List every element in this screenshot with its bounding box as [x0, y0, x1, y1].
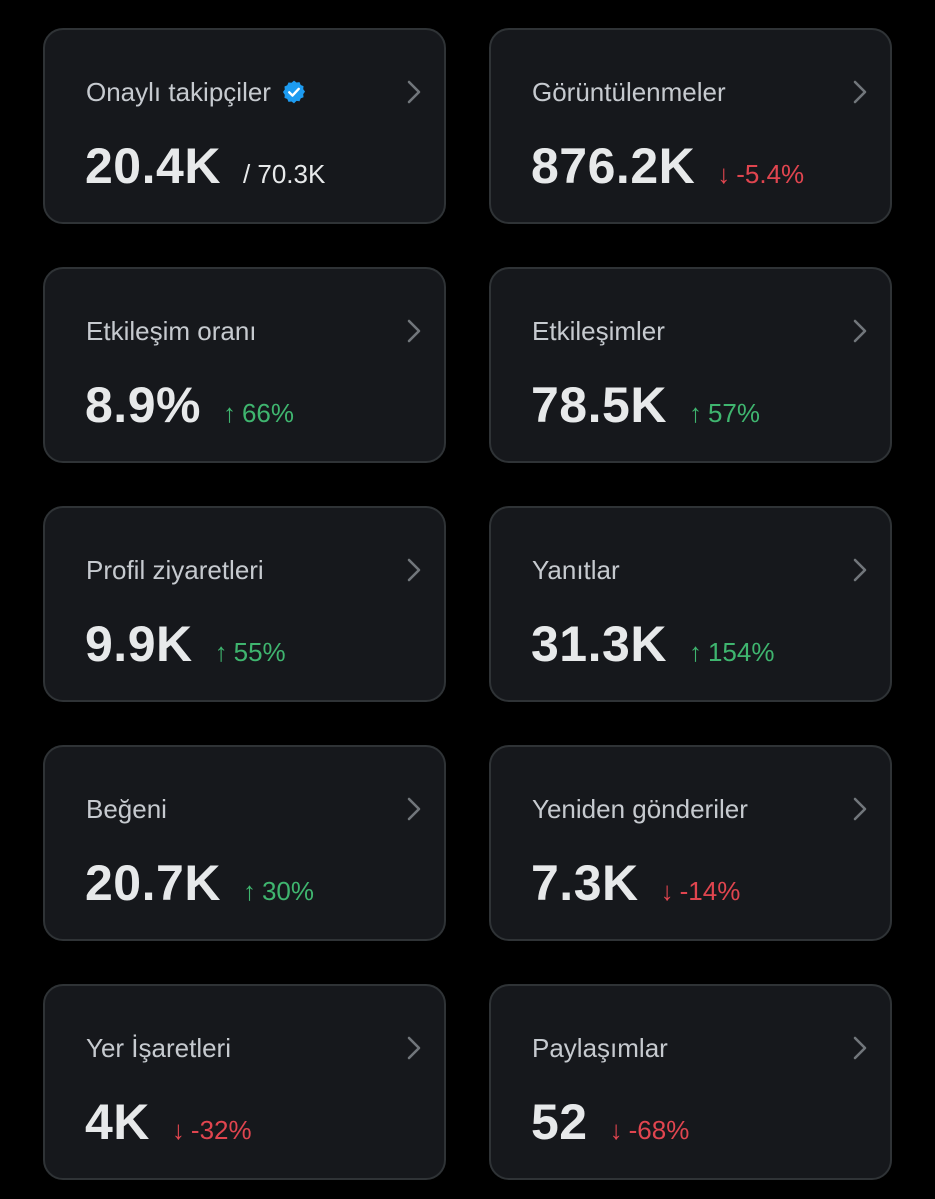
metric-card-engagements[interactable]: Etkileşimler 78.5K ↑ 57%: [489, 267, 892, 463]
metric-title-row: Yanıtlar: [532, 554, 620, 586]
metric-change-value: -5.4%: [736, 159, 805, 189]
metric-value-row: 52 ↓ -68%: [531, 1094, 689, 1150]
metric-title: Etkileşim oranı: [86, 316, 257, 346]
metric-value: 4K: [85, 1094, 150, 1150]
metric-change: ↑ 66%: [223, 398, 294, 429]
metric-title-row: Etkileşimler: [532, 315, 665, 347]
metric-title: Beğeni: [86, 794, 167, 824]
metric-title-row: Yeniden gönderiler: [532, 793, 748, 825]
metric-card-engagement-rate[interactable]: Etkileşim oranı 8.9% ↑ 66%: [43, 267, 446, 463]
metric-title: Paylaşımlar: [532, 1033, 668, 1063]
arrow-up-icon: ↑: [688, 637, 702, 667]
metric-title: Profil ziyaretleri: [86, 555, 264, 585]
metric-change: ↓ -14%: [661, 876, 741, 907]
metric-change-value: 30%: [261, 876, 314, 906]
metric-change: ↓ -32%: [172, 1115, 252, 1146]
metric-card-bookmarks[interactable]: Yer İşaretleri 4K ↓ -32%: [43, 984, 446, 1180]
metric-card-reposts[interactable]: Yeniden gönderiler 7.3K ↓ -14%: [489, 745, 892, 941]
metric-card-verified-followers[interactable]: Onaylı takipçiler 20.4K / 70.3K: [43, 28, 446, 224]
metric-title: Onaylı takipçiler: [86, 77, 271, 107]
metric-value: 9.9K: [85, 616, 193, 672]
metric-change: ↑ 30%: [243, 876, 314, 907]
metric-change: ↑ 55%: [215, 637, 286, 668]
arrow-down-icon: ↓: [171, 1115, 185, 1145]
metric-value-row: 31.3K ↑ 154%: [531, 616, 774, 672]
metric-value: 7.3K: [531, 855, 639, 911]
metric-value: 8.9%: [85, 377, 201, 433]
arrow-down-icon: ↓: [717, 159, 731, 189]
metric-value-row: 4K ↓ -32%: [85, 1094, 252, 1150]
metric-change-value: 66%: [241, 398, 295, 428]
chevron-right-icon[interactable]: [850, 317, 870, 345]
metric-card-impressions[interactable]: Görüntülenmeler 876.2K ↓ -5.4%: [489, 28, 892, 224]
chevron-right-icon[interactable]: [404, 317, 424, 345]
metric-title: Yanıtlar: [532, 555, 620, 585]
chevron-right-icon[interactable]: [404, 556, 424, 584]
metric-change: ↑ 154%: [689, 637, 775, 668]
chevron-right-icon[interactable]: [404, 795, 424, 823]
arrow-up-icon: ↑: [688, 398, 702, 428]
arrow-up-icon: ↑: [242, 876, 256, 906]
metric-value-row: 7.3K ↓ -14%: [531, 855, 740, 911]
metric-value-row: 8.9% ↑ 66%: [85, 377, 294, 433]
arrow-up-icon: ↑: [222, 398, 236, 428]
metric-total: / 70.3K: [242, 159, 326, 189]
metric-change-value: 55%: [233, 637, 286, 667]
metric-title-row: Görüntülenmeler: [532, 76, 726, 108]
chevron-right-icon[interactable]: [850, 556, 870, 584]
chevron-right-icon[interactable]: [850, 1034, 870, 1062]
metric-value-row: 78.5K ↑ 57%: [531, 377, 760, 433]
metric-value: 20.7K: [85, 855, 221, 911]
verified-badge-icon: [281, 79, 307, 105]
metric-value-row: 876.2K ↓ -5.4%: [531, 138, 804, 194]
metric-value: 876.2K: [531, 138, 696, 194]
analytics-metrics-grid: Onaylı takipçiler 20.4K / 70.3K Görüntül…: [43, 28, 892, 1180]
metric-title-row: Paylaşımlar: [532, 1032, 668, 1064]
metric-value-row: 9.9K ↑ 55%: [85, 616, 286, 672]
metric-value: 78.5K: [531, 377, 667, 433]
metric-title-row: Beğeni: [86, 793, 167, 825]
metric-card-replies[interactable]: Yanıtlar 31.3K ↑ 154%: [489, 506, 892, 702]
metric-change-value: -32%: [190, 1115, 252, 1145]
arrow-down-icon: ↓: [660, 876, 674, 906]
chevron-right-icon[interactable]: [404, 1034, 424, 1062]
arrow-up-icon: ↑: [214, 637, 228, 667]
metric-change: ↓ -5.4%: [717, 159, 804, 190]
metric-change-value: 57%: [707, 398, 760, 428]
metric-change: ↑ 57%: [689, 398, 760, 429]
metric-change-value: 154%: [707, 637, 775, 667]
metric-card-likes[interactable]: Beğeni 20.7K ↑ 30%: [43, 745, 446, 941]
metric-value: 31.3K: [531, 616, 667, 672]
metric-title: Etkileşimler: [532, 316, 665, 346]
metric-card-profile-visits[interactable]: Profil ziyaretleri 9.9K ↑ 55%: [43, 506, 446, 702]
chevron-right-icon[interactable]: [850, 78, 870, 106]
chevron-right-icon[interactable]: [404, 78, 424, 106]
metric-title-row: Yer İşaretleri: [86, 1032, 231, 1064]
chevron-right-icon[interactable]: [850, 795, 870, 823]
metric-title: Görüntülenmeler: [532, 77, 726, 107]
metric-title: Yer İşaretleri: [86, 1033, 231, 1063]
metric-value: 20.4K: [85, 138, 221, 194]
metric-value-row: 20.7K ↑ 30%: [85, 855, 314, 911]
metric-title: Yeniden gönderiler: [532, 794, 748, 824]
metric-title-row: Etkileşim oranı: [86, 315, 257, 347]
arrow-down-icon: ↓: [609, 1115, 623, 1145]
metric-change-value: -14%: [679, 876, 741, 906]
metric-title-row: Profil ziyaretleri: [86, 554, 264, 586]
metric-change-value: -68%: [628, 1115, 690, 1145]
metric-value-row: 20.4K / 70.3K: [85, 138, 325, 194]
metric-title-row: Onaylı takipçiler: [86, 76, 307, 108]
metric-value: 52: [531, 1094, 588, 1150]
metric-change: ↓ -68%: [610, 1115, 690, 1146]
metric-card-shares[interactable]: Paylaşımlar 52 ↓ -68%: [489, 984, 892, 1180]
